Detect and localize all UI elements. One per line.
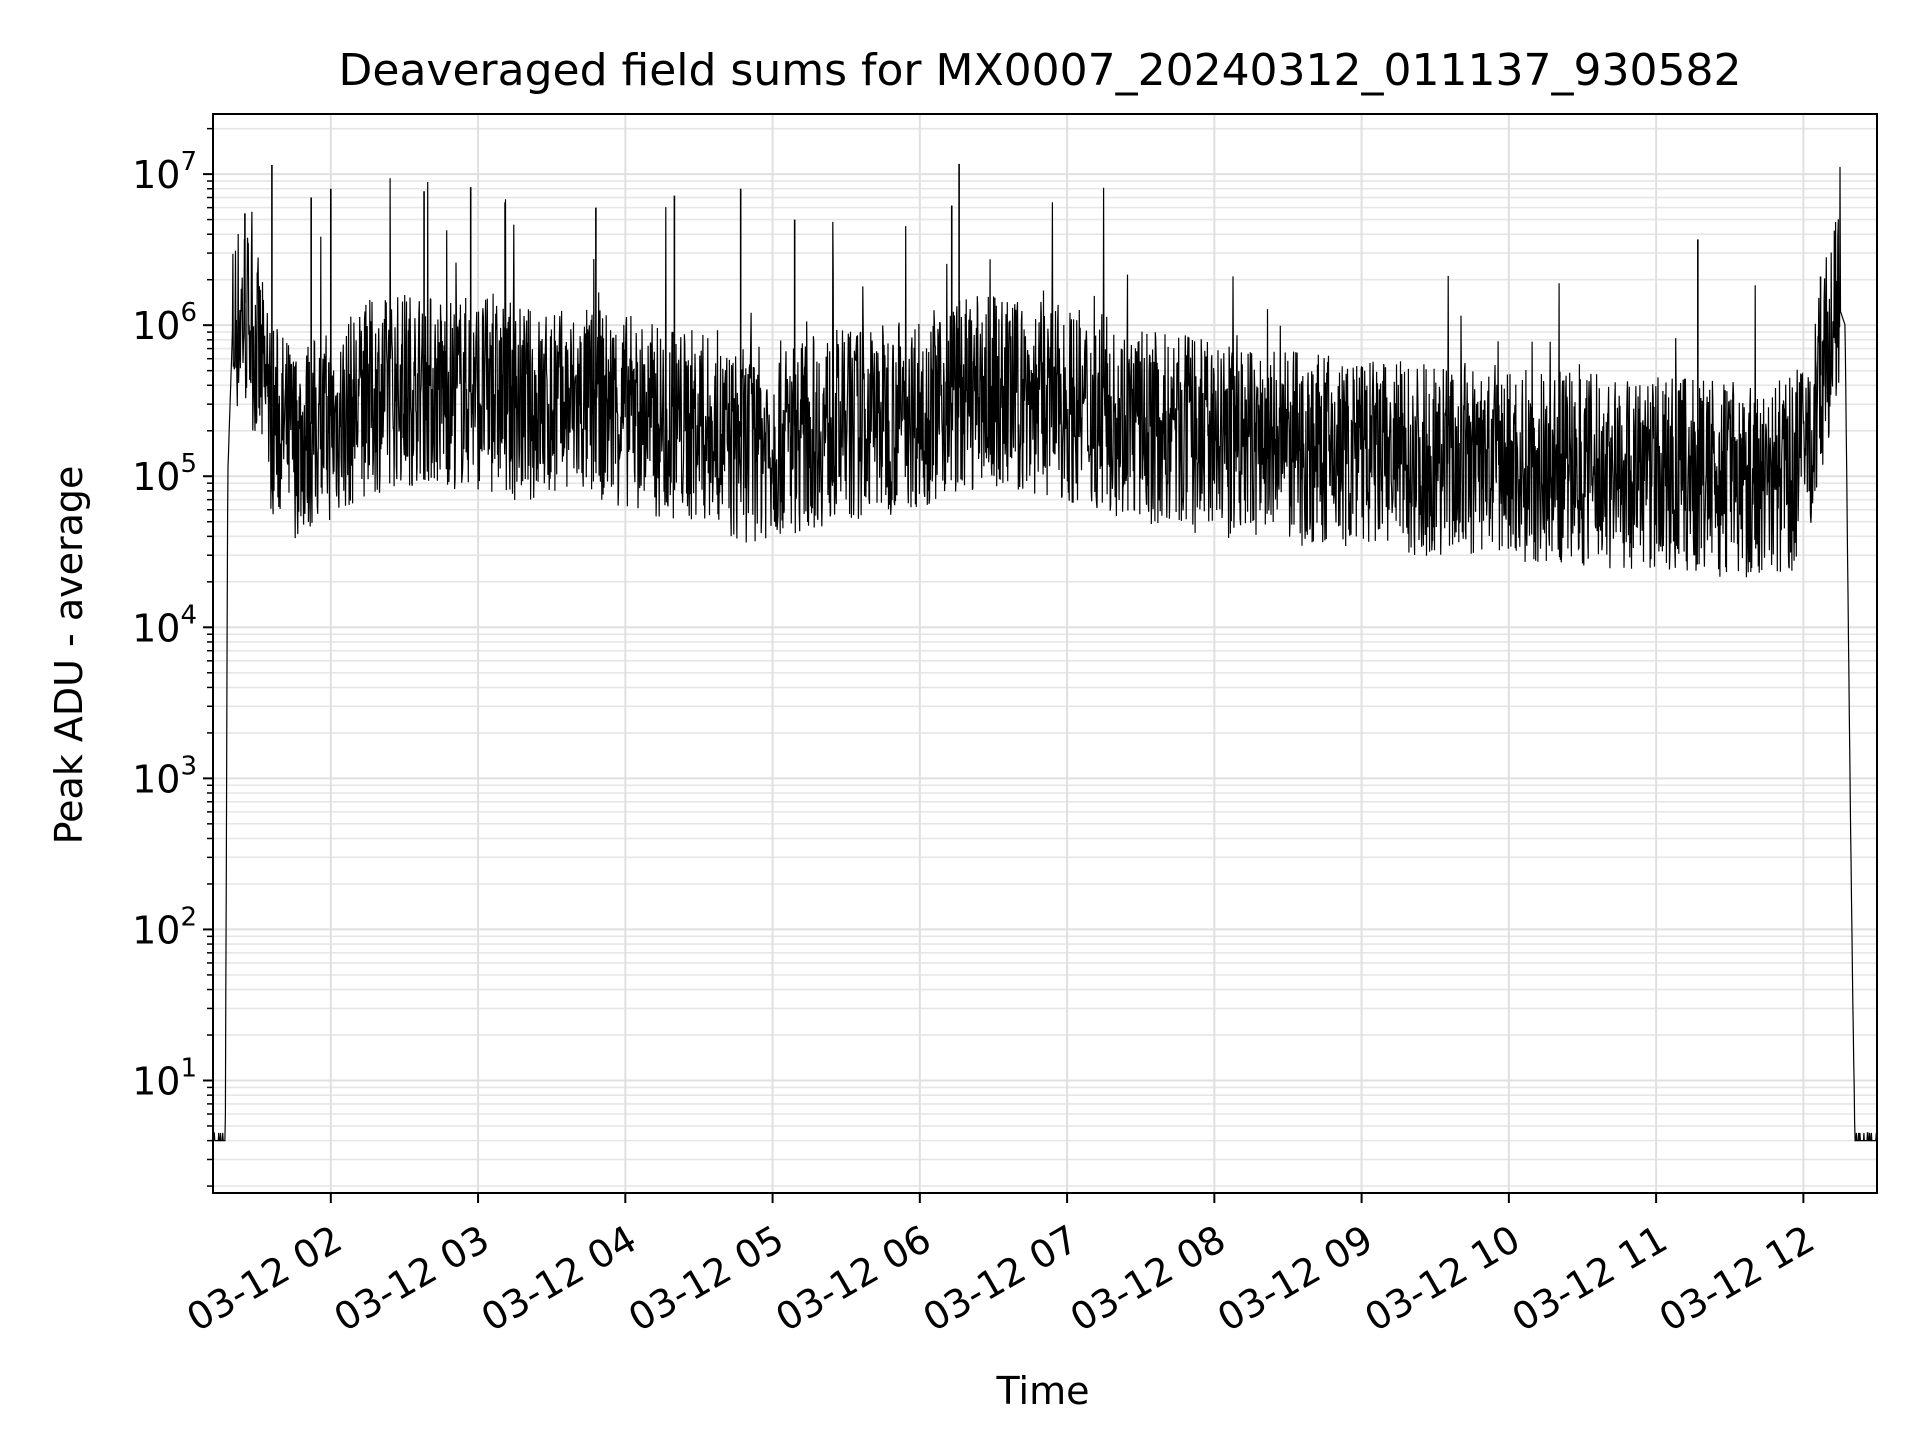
y-tick-label: 105	[132, 449, 197, 499]
y-tick-label-base: 10	[132, 153, 180, 197]
y-tick-label-exponent: 3	[180, 751, 197, 781]
y-tick-label-exponent: 1	[180, 1053, 197, 1083]
y-tick-label-base: 10	[132, 757, 180, 801]
series-layer	[212, 163, 1878, 1142]
chart-title: Deaveraged field sums for MX0007_2024031…	[339, 45, 1742, 96]
y-tick-label: 107	[132, 147, 197, 197]
plot-frame	[212, 113, 1878, 1194]
y-tick-label: 103	[132, 751, 197, 801]
y-tick-label-exponent: 5	[180, 449, 197, 479]
y-tick-label-base: 10	[132, 455, 180, 499]
y-tick-label: 101	[132, 1053, 197, 1103]
y-tick-label-base: 10	[132, 908, 180, 952]
series-line	[212, 166, 1878, 1142]
y-tick-label-exponent: 7	[180, 147, 197, 177]
y-tick-label-base: 10	[132, 1059, 180, 1103]
y-tick-label: 104	[132, 600, 197, 650]
y-tick-label: 106	[132, 298, 197, 348]
y-tick-label-exponent: 2	[180, 902, 197, 932]
y-axis-label: Peak ADU - average	[47, 466, 91, 845]
y-tick-label-base: 10	[132, 606, 180, 650]
y-tick-label-exponent: 6	[180, 298, 197, 328]
y-tick-label: 102	[132, 902, 197, 952]
x-axis-label: Time	[996, 1369, 1090, 1413]
y-tick-label-base: 10	[132, 304, 180, 348]
y-tick-label-exponent: 4	[180, 600, 197, 630]
